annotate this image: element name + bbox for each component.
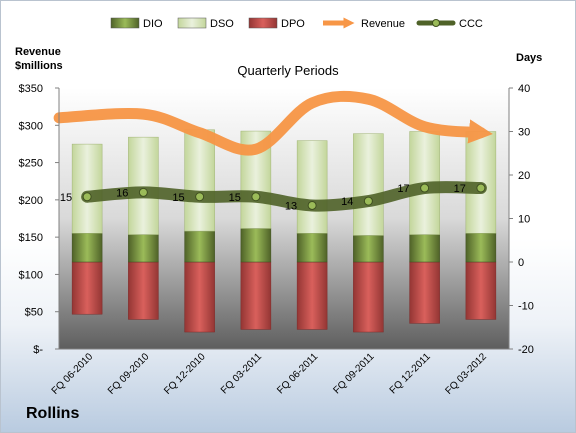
x-tick: FQ 12-2010 bbox=[162, 351, 208, 397]
legend-swatch-dio bbox=[110, 17, 140, 29]
x-tick: FQ 03-2011 bbox=[219, 351, 264, 396]
y-left-label: Revenue $millions bbox=[15, 45, 63, 73]
bar-dso bbox=[184, 129, 215, 232]
ccc-point bbox=[251, 192, 261, 202]
bar-dpo bbox=[71, 261, 103, 315]
ccc-data-label: 14 bbox=[341, 196, 353, 208]
bar-dpo bbox=[353, 261, 384, 333]
bar-dso bbox=[128, 136, 159, 235]
ccc-line bbox=[81, 181, 487, 212]
y-left-tick: $200 bbox=[19, 195, 43, 207]
ccc-data-label: 17 bbox=[454, 183, 466, 195]
revenue-arrow bbox=[53, 90, 493, 156]
x-tick: FQ 06-2011 bbox=[275, 351, 320, 396]
y-left-tick: $250 bbox=[19, 158, 43, 170]
ccc-point bbox=[307, 200, 317, 210]
y-left-tick: $100 bbox=[19, 269, 43, 281]
x-tick: FQ 06-2010 bbox=[50, 351, 96, 397]
ccc-point bbox=[195, 192, 205, 202]
legend-label-ccc: CCC bbox=[459, 18, 483, 30]
legend-swatch-dpo bbox=[248, 17, 278, 29]
bar-dpo bbox=[240, 261, 272, 330]
legend-swatch-dso bbox=[177, 17, 207, 29]
legend-label-dpo: DPO bbox=[281, 18, 305, 30]
x-tick: FQ 03-2012 bbox=[443, 351, 489, 397]
ccc-point bbox=[82, 192, 92, 202]
x-tick: FQ 12-2011 bbox=[388, 351, 433, 396]
bar-dio bbox=[184, 230, 215, 263]
legend-label-dio: DIO bbox=[143, 18, 163, 30]
ccc-point bbox=[363, 196, 373, 206]
bar-dso bbox=[296, 140, 328, 234]
chart-title: Quarterly Periods bbox=[237, 63, 339, 78]
bar-dio bbox=[128, 234, 159, 263]
y-left-label-line1: Revenue bbox=[15, 46, 61, 58]
ccc-point bbox=[476, 183, 486, 193]
ccc-data-label: 15 bbox=[172, 192, 184, 204]
bar-dio bbox=[409, 234, 440, 263]
ccc-data-label: 16 bbox=[116, 187, 128, 199]
ccc-data-label: 13 bbox=[285, 200, 297, 212]
y-right-tick: 10 bbox=[518, 214, 530, 226]
y-right-label: Days bbox=[516, 52, 543, 64]
line-layer: 15 16 15 15 13 14 17 17 bbox=[53, 90, 493, 212]
y-left-tick: $50 bbox=[25, 307, 43, 319]
y-right-tick: 20 bbox=[518, 170, 530, 182]
bar-dio bbox=[465, 233, 497, 263]
legend-label-revenue: Revenue bbox=[361, 18, 405, 30]
bar-dso bbox=[71, 143, 103, 234]
bar-dso bbox=[353, 133, 384, 236]
company-name: Rollins bbox=[26, 405, 80, 422]
y-right-tick: 30 bbox=[518, 127, 530, 139]
y-right-tick: 40 bbox=[518, 83, 530, 95]
ccc-point bbox=[138, 187, 148, 197]
y-right-tick: -20 bbox=[518, 344, 534, 356]
legend-label-dso: DSO bbox=[210, 18, 234, 30]
bar-dio bbox=[71, 233, 103, 263]
y-right-tick: 0 bbox=[518, 257, 524, 269]
y-left-tick: $350 bbox=[19, 83, 43, 95]
bar-dpo bbox=[184, 261, 215, 333]
x-tick: FQ 09-2010 bbox=[106, 351, 152, 397]
ccc-data-label: 15 bbox=[229, 192, 241, 204]
y-left-tick: $300 bbox=[19, 120, 43, 132]
bar-dpo bbox=[409, 261, 440, 324]
x-tick: FQ 09-2011 bbox=[332, 351, 377, 396]
bar-dpo bbox=[128, 261, 159, 320]
bar-dpo bbox=[296, 261, 328, 330]
y-left-tick: $- bbox=[33, 344, 43, 356]
bar-dio bbox=[296, 233, 328, 263]
bar-dio bbox=[353, 235, 384, 263]
ccc-data-label: 15 bbox=[60, 192, 72, 204]
ccc-data-label: 17 bbox=[397, 183, 409, 195]
y-left-tick: $150 bbox=[19, 232, 43, 244]
legend: DIO DSO DPO Revenue CCC bbox=[110, 17, 483, 30]
bar-dio bbox=[240, 228, 272, 263]
ccc-point bbox=[420, 183, 430, 193]
legend-ccc-marker bbox=[432, 19, 440, 27]
y-right-tick: -10 bbox=[518, 301, 534, 313]
y-left-label-line2: $millions bbox=[15, 60, 63, 72]
bar-dpo bbox=[465, 261, 497, 320]
